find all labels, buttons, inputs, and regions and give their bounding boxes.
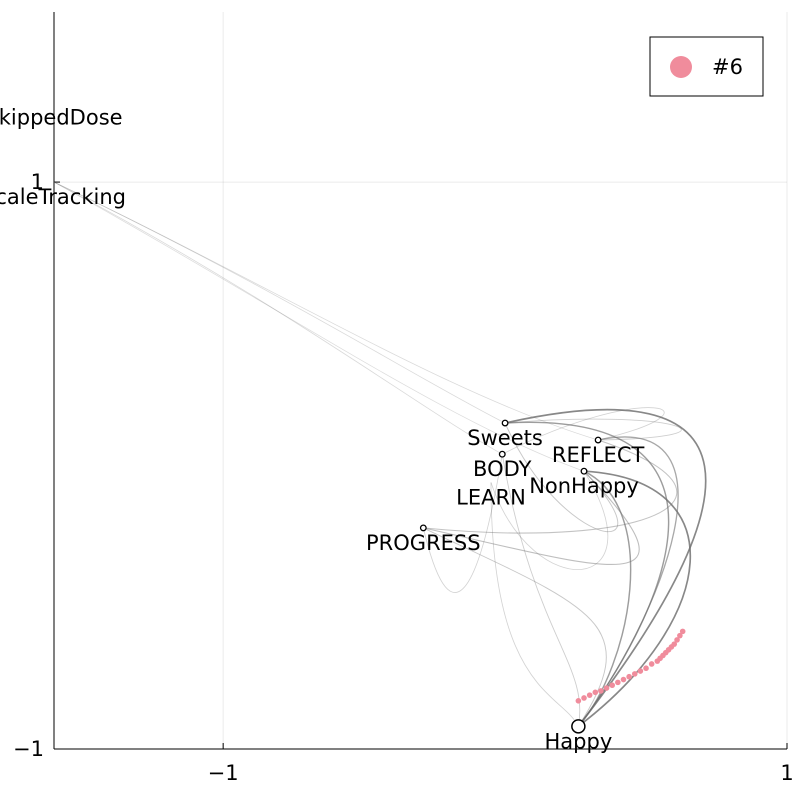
series-0-point-6 (609, 682, 616, 689)
node-marker-REFLECT (594, 436, 602, 444)
node-label-NonHappy: NonHappy (529, 474, 639, 498)
series-0-point-0 (575, 698, 582, 704)
data-points (575, 628, 686, 704)
legend-marker-0 (670, 56, 692, 78)
node-label-SkippedDose: SkippedDose (0, 106, 123, 130)
node-label-LEARN: LEARN (456, 486, 526, 510)
series-0-point-10 (631, 671, 638, 677)
edge-Sweets-Happy (504, 408, 707, 727)
series-0-point-21 (674, 637, 680, 643)
nodes (419, 419, 602, 734)
node-marker-NonHappy (580, 467, 588, 475)
node-label-Sweets: Sweets (467, 426, 543, 450)
node-marker-BODY (498, 450, 506, 458)
node-label-Happy: Happy (545, 729, 613, 753)
edge-ScaleTracking-BODY (53, 181, 503, 455)
edge-ScaleTracking-REFLECT (53, 181, 599, 441)
y-tick-label-1: 1 (31, 170, 44, 194)
legend-label-0: #6 (712, 55, 743, 79)
edge-ScaleTracking-Sweets (53, 181, 506, 424)
series-0-point-22 (677, 632, 683, 639)
node-marker-Happy (571, 719, 586, 734)
node-label-REFLECT: REFLECT (552, 443, 645, 467)
node-label-ScaleTracking: ScaleTracking (0, 185, 126, 209)
node-marker-PROGRESS (419, 524, 427, 532)
edge-Sweets-REFLECT (505, 418, 682, 441)
edge-LEARN-Happy (490, 482, 579, 727)
series-0-point-12 (643, 665, 649, 672)
series-0-point-4 (598, 688, 604, 694)
series-0-point-11 (637, 668, 644, 674)
edge-PROGRESS-NonHappy (423, 470, 640, 566)
series-0-point-7 (615, 679, 621, 686)
series-0-point-20 (671, 641, 678, 647)
series-0-point-5 (603, 685, 610, 691)
edge-Happy-NonHappy (577, 470, 691, 727)
edge-ScaleTracking-NonHappy (53, 181, 585, 472)
series-0-point-8 (620, 676, 627, 683)
node-labels: SkippedDose ScaleTracking Sweets REFLECT BOD… (0, 106, 644, 754)
edge-PROGRESS-REFLECT (423, 439, 678, 534)
y-tick-label-0: −1 (13, 737, 44, 761)
tick-labels: −1 1 −1 1 (13, 170, 794, 785)
node-label-BODY: BODY (473, 457, 532, 481)
legend-box (649, 36, 764, 97)
legend[interactable]: #6 (649, 36, 764, 97)
series-0-point-1 (581, 695, 587, 701)
series-0-point-2 (586, 692, 593, 698)
x-tick-label-0: −1 (208, 761, 239, 785)
edge-BODY-REFLECT (502, 407, 665, 455)
series-0-point-3 (592, 689, 599, 696)
series-0-point-23 (679, 628, 686, 635)
x-tick-label-1: 1 (780, 761, 793, 785)
series-0-point-13 (648, 661, 655, 667)
node-marker-Sweets (501, 419, 509, 427)
node-label-PROGRESS: PROGRESS (366, 531, 481, 555)
edge-NonHappy-Happy (577, 470, 632, 727)
edges (53, 181, 707, 727)
series-0-point-9 (626, 673, 632, 680)
edge-Sweets-NonHappy (504, 422, 619, 533)
axes (53, 12, 788, 750)
edge-PROGRESS-BODY (422, 454, 503, 593)
edge-LEARN-NonHappy (490, 470, 609, 571)
edge-REFLECT-Happy (577, 436, 679, 727)
edge-PROGRESS-Happy (423, 527, 607, 727)
